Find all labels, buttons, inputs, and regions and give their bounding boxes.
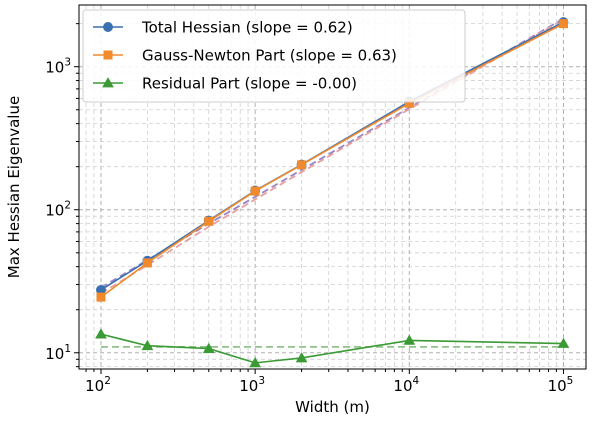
legend-entry: Total Hessian (slope = 0.62) bbox=[93, 19, 353, 37]
legend-label: Residual Part (slope = -0.00) bbox=[142, 75, 357, 93]
x-tick-label: 104 bbox=[393, 375, 419, 395]
y-tick-label: 101 bbox=[45, 343, 71, 363]
data-point bbox=[403, 334, 416, 345]
data-point bbox=[249, 357, 262, 368]
legend-box bbox=[82, 9, 466, 103]
data-point bbox=[142, 258, 152, 268]
fit-line bbox=[100, 17, 564, 289]
legend-swatch-marker bbox=[103, 50, 113, 60]
data-series bbox=[96, 19, 568, 302]
plot-area-frame bbox=[78, 4, 587, 370]
data-point bbox=[202, 342, 215, 353]
y-axis-label: Max Hessian Eigenvalue bbox=[5, 96, 23, 278]
data-point bbox=[404, 98, 414, 108]
legend-swatch bbox=[93, 22, 123, 32]
data-series bbox=[95, 328, 570, 368]
legend-label: Gauss-Newton Part (slope = 0.63) bbox=[142, 47, 397, 65]
legend-swatch-marker bbox=[102, 77, 114, 88]
grid-lines bbox=[79, 5, 586, 369]
y-tick-label: 102 bbox=[45, 200, 71, 220]
data-point bbox=[557, 337, 570, 348]
x-tick-label: 103 bbox=[239, 375, 265, 395]
data-point bbox=[250, 186, 260, 196]
data-point bbox=[96, 284, 106, 295]
data-point bbox=[204, 216, 214, 226]
legend-label: Total Hessian (slope = 0.62) bbox=[141, 19, 353, 37]
data-point bbox=[96, 292, 106, 302]
legend-swatch bbox=[93, 77, 123, 88]
legend-swatch-marker bbox=[103, 22, 113, 32]
fit-line bbox=[100, 18, 564, 295]
data-point bbox=[558, 19, 568, 29]
y-tick-label: 103 bbox=[45, 57, 71, 77]
legend-entry: Gauss-Newton Part (slope = 0.63) bbox=[93, 47, 397, 65]
data-point bbox=[295, 352, 308, 363]
series-line bbox=[100, 333, 564, 364]
x-tick-label: 102 bbox=[85, 375, 111, 395]
x-tick-label: 105 bbox=[548, 375, 574, 395]
data-point bbox=[141, 339, 154, 351]
data-point bbox=[297, 160, 307, 170]
legend-entry: Residual Part (slope = -0.00) bbox=[93, 75, 357, 93]
x-axis-label: Width (m) bbox=[295, 398, 370, 416]
legend-swatch bbox=[93, 50, 123, 60]
axis-ticks: 102 103 104 105 101 102 103 bbox=[45, 23, 574, 395]
legend: Total Hessian (slope = 0.62) Gauss-Newto… bbox=[82, 9, 466, 103]
data-point bbox=[95, 328, 107, 339]
